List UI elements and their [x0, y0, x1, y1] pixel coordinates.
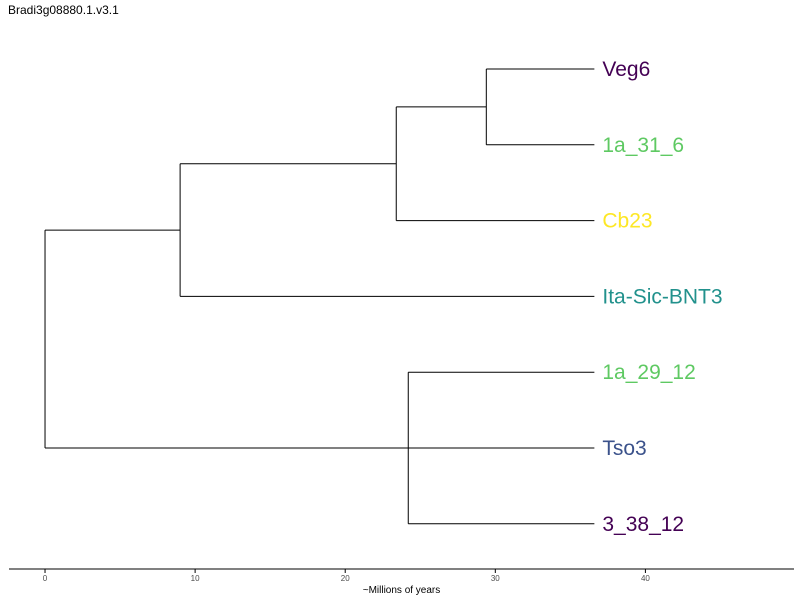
tip-label: Cb23 [602, 210, 652, 233]
tip-label: Tso3 [602, 437, 646, 460]
chart-title: Bradi3g08880.1.v3.1 [8, 3, 119, 17]
x-tick-label: 40 [641, 574, 650, 583]
tip-label: Ita-Sic-BNT3 [602, 285, 722, 308]
x-tick-label: 10 [191, 574, 200, 583]
tip-label: Veg6 [602, 58, 650, 81]
x-axis-title: ~Millions of years [363, 585, 441, 596]
x-tick-label: 0 [43, 574, 48, 583]
x-tick-label: 20 [341, 574, 350, 583]
x-tick-label: 30 [491, 574, 500, 583]
tip-label: 3_38_12 [602, 513, 684, 536]
tip-label: 1a_31_6 [602, 134, 684, 157]
tip-label: 1a_29_12 [602, 361, 695, 384]
